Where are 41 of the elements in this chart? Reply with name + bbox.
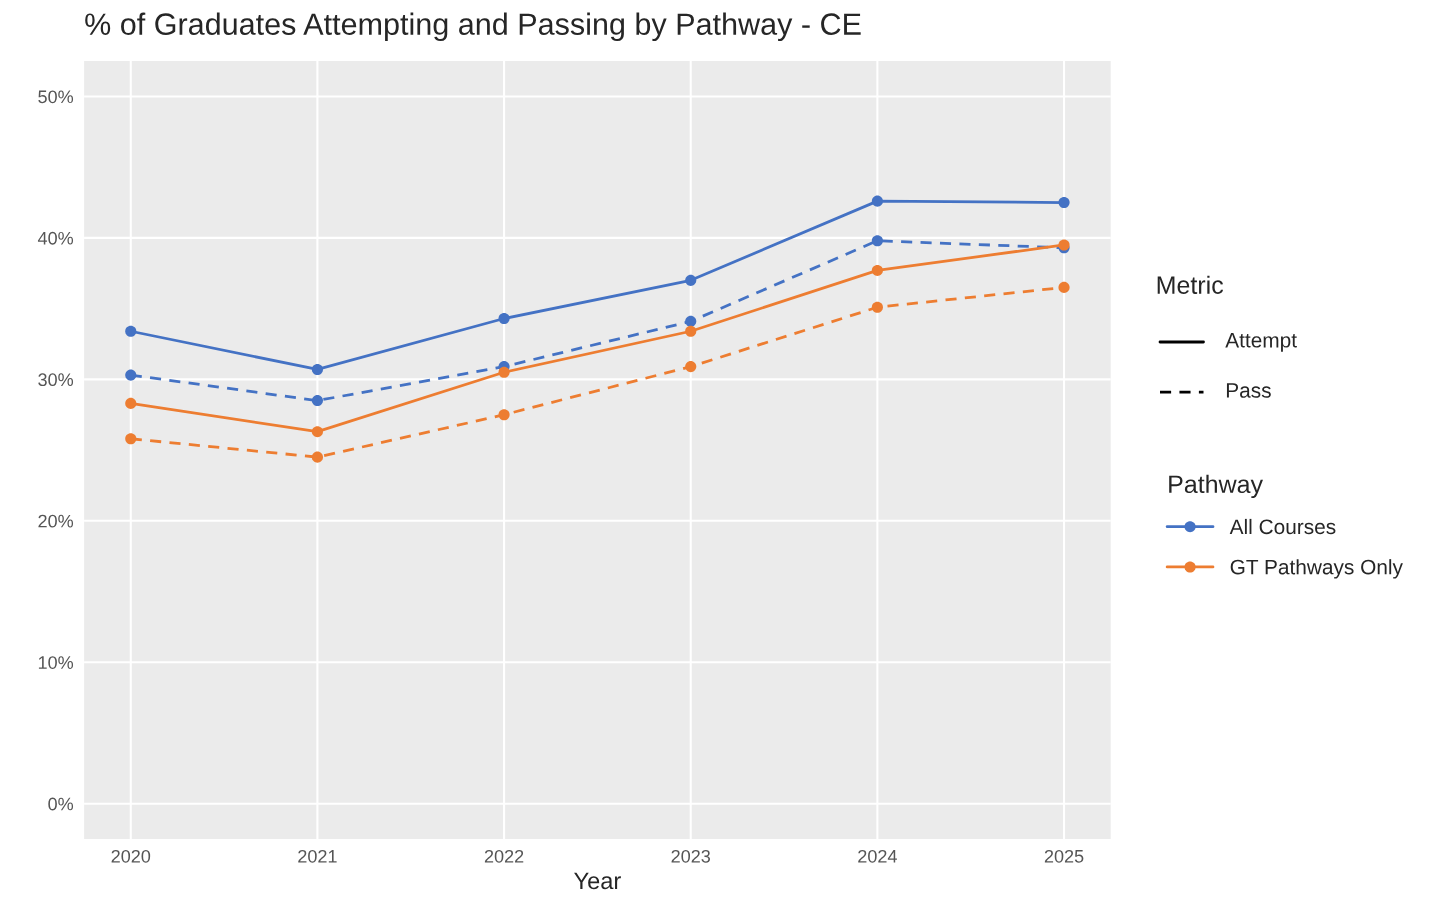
- point: [685, 325, 697, 337]
- point: [311, 451, 323, 463]
- point: [1058, 196, 1070, 209]
- text: Attempt: [1225, 333, 1297, 352]
- point: [125, 369, 137, 381]
- text: Metric: [1157, 275, 1224, 294]
- point: [871, 235, 883, 247]
- point: [498, 312, 510, 325]
- point: [871, 301, 883, 313]
- x-tick-label: 2021: [298, 849, 337, 863]
- y-tick-label: 0%: [48, 797, 74, 811]
- point: [125, 433, 137, 445]
- point: [498, 366, 510, 378]
- point: [1058, 281, 1070, 293]
- y-tick-label: 50%: [38, 90, 74, 104]
- point: [498, 409, 510, 421]
- y-tick-label: 30%: [38, 373, 74, 387]
- point: [685, 315, 697, 327]
- y-tick-label: 20%: [38, 514, 74, 528]
- point: [311, 426, 323, 438]
- point: [311, 395, 323, 407]
- point: [871, 195, 883, 207]
- point: [685, 274, 697, 286]
- y-tick-label: 10%: [38, 656, 74, 669]
- x-tick-label: 2022: [484, 849, 524, 863]
- point: [871, 264, 883, 276]
- point: [311, 363, 323, 376]
- legend-title: Pathway: [1169, 474, 1263, 499]
- x-tick-label: 2023: [671, 849, 711, 863]
- point: [125, 325, 137, 337]
- legend-label: All Courses: [1229, 518, 1336, 535]
- point: [685, 361, 697, 373]
- y-tick-label: 40%: [37, 231, 74, 245]
- text: Pass: [1226, 383, 1271, 398]
- point: [125, 397, 137, 409]
- x-tick-label: 2025: [1044, 849, 1084, 863]
- x-tick-label: 2020: [111, 849, 151, 863]
- chart-title: % of Graduates Attempting and Passing by Pathway - CE: [85, 12, 861, 42]
- x-axis-title: Year: [574, 872, 621, 890]
- x-tick-label: 2024: [858, 849, 897, 863]
- legend-label: GT Pathways Only: [1230, 559, 1403, 579]
